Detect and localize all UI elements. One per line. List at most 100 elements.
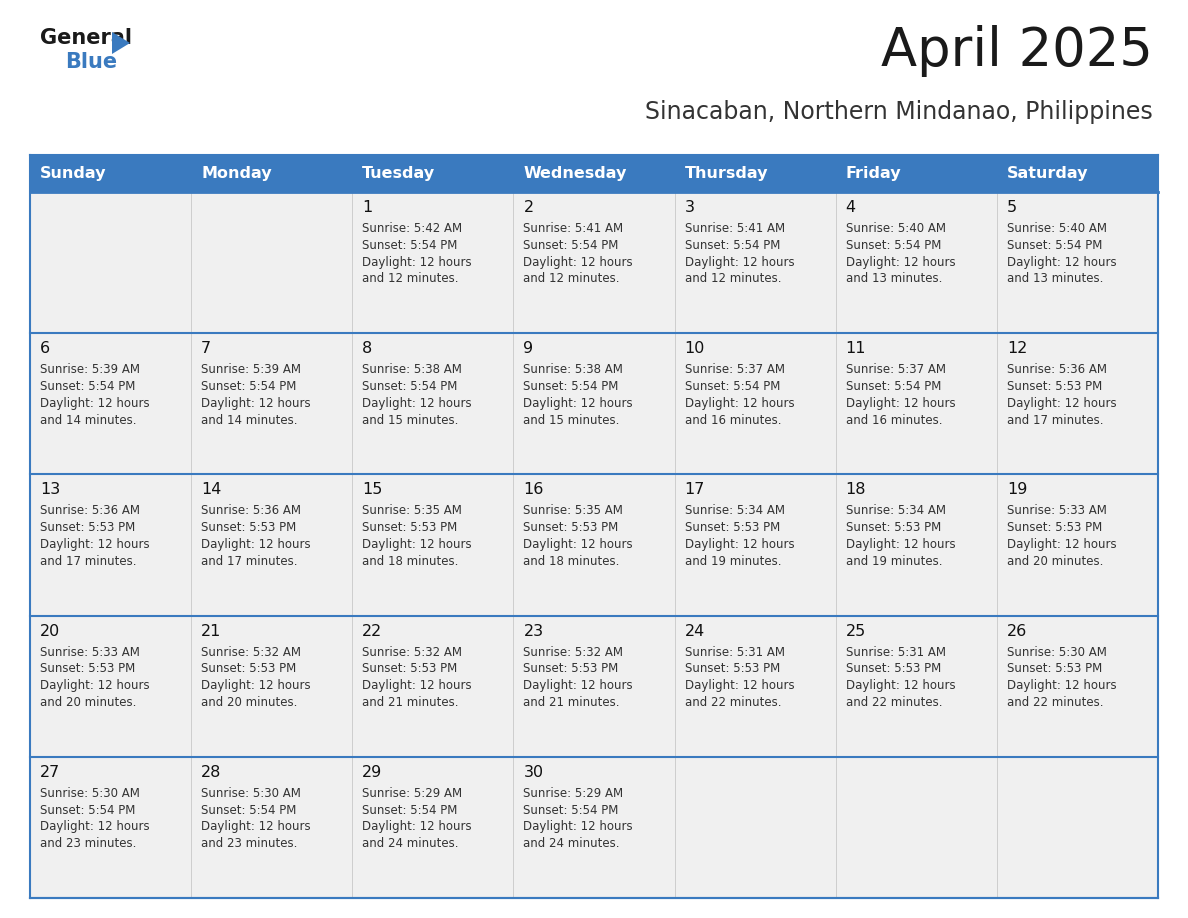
Text: and 19 minutes.: and 19 minutes. — [846, 554, 942, 568]
Text: 6: 6 — [40, 341, 50, 356]
Text: Daylight: 12 hours: Daylight: 12 hours — [524, 255, 633, 269]
Text: 27: 27 — [40, 765, 61, 779]
Text: and 18 minutes.: and 18 minutes. — [362, 554, 459, 568]
Text: 5: 5 — [1007, 200, 1017, 215]
Bar — [835, 475, 997, 616]
Bar — [191, 155, 353, 192]
Bar — [191, 475, 353, 616]
Text: Sunrise: 5:40 AM: Sunrise: 5:40 AM — [1007, 222, 1107, 235]
Text: and 15 minutes.: and 15 minutes. — [362, 414, 459, 427]
Text: and 12 minutes.: and 12 minutes. — [684, 273, 781, 285]
Bar — [353, 155, 513, 192]
Text: Sunrise: 5:37 AM: Sunrise: 5:37 AM — [684, 364, 784, 376]
Text: 8: 8 — [362, 341, 373, 356]
Text: Sunrise: 5:42 AM: Sunrise: 5:42 AM — [362, 222, 462, 235]
Text: Blue: Blue — [65, 52, 118, 72]
Text: Monday: Monday — [201, 166, 272, 181]
Text: and 22 minutes.: and 22 minutes. — [684, 696, 781, 709]
Text: Wednesday: Wednesday — [524, 166, 627, 181]
Text: Sunrise: 5:37 AM: Sunrise: 5:37 AM — [846, 364, 946, 376]
Text: and 19 minutes.: and 19 minutes. — [684, 554, 781, 568]
Text: Daylight: 12 hours: Daylight: 12 hours — [362, 538, 472, 551]
Text: and 22 minutes.: and 22 minutes. — [1007, 696, 1104, 709]
Bar — [513, 756, 675, 898]
Text: and 24 minutes.: and 24 minutes. — [524, 837, 620, 850]
Text: 21: 21 — [201, 623, 221, 639]
Text: and 20 minutes.: and 20 minutes. — [201, 696, 297, 709]
Text: Daylight: 12 hours: Daylight: 12 hours — [40, 397, 150, 409]
Text: 23: 23 — [524, 623, 544, 639]
Text: and 12 minutes.: and 12 minutes. — [524, 273, 620, 285]
Text: Sunrise: 5:31 AM: Sunrise: 5:31 AM — [684, 645, 784, 658]
Text: Daylight: 12 hours: Daylight: 12 hours — [846, 679, 955, 692]
Bar — [675, 756, 835, 898]
Text: and 15 minutes.: and 15 minutes. — [524, 414, 620, 427]
Bar — [997, 756, 1158, 898]
Bar — [191, 756, 353, 898]
Text: Sunset: 5:53 PM: Sunset: 5:53 PM — [40, 663, 135, 676]
Text: Sunrise: 5:30 AM: Sunrise: 5:30 AM — [1007, 645, 1107, 658]
Text: Tuesday: Tuesday — [362, 166, 436, 181]
Text: Sunrise: 5:38 AM: Sunrise: 5:38 AM — [362, 364, 462, 376]
Text: Sunrise: 5:29 AM: Sunrise: 5:29 AM — [524, 787, 624, 800]
Bar — [835, 333, 997, 475]
Text: Daylight: 12 hours: Daylight: 12 hours — [524, 397, 633, 409]
Bar — [835, 756, 997, 898]
Text: Sunset: 5:53 PM: Sunset: 5:53 PM — [1007, 521, 1102, 534]
Text: and 14 minutes.: and 14 minutes. — [40, 414, 137, 427]
Text: Sunset: 5:53 PM: Sunset: 5:53 PM — [362, 663, 457, 676]
Text: 26: 26 — [1007, 623, 1028, 639]
Text: Daylight: 12 hours: Daylight: 12 hours — [524, 538, 633, 551]
Bar — [675, 475, 835, 616]
Bar — [191, 333, 353, 475]
Bar — [675, 192, 835, 333]
Text: and 23 minutes.: and 23 minutes. — [201, 837, 297, 850]
Text: 2: 2 — [524, 200, 533, 215]
Text: Sunrise: 5:36 AM: Sunrise: 5:36 AM — [40, 504, 140, 518]
Text: Sunset: 5:53 PM: Sunset: 5:53 PM — [1007, 380, 1102, 393]
Text: Sunrise: 5:32 AM: Sunrise: 5:32 AM — [524, 645, 624, 658]
Text: Sunset: 5:54 PM: Sunset: 5:54 PM — [1007, 239, 1102, 252]
Text: Daylight: 12 hours: Daylight: 12 hours — [1007, 679, 1117, 692]
Text: Sunday: Sunday — [40, 166, 107, 181]
Bar — [997, 616, 1158, 756]
Text: Sunrise: 5:33 AM: Sunrise: 5:33 AM — [1007, 504, 1107, 518]
Text: Sunset: 5:53 PM: Sunset: 5:53 PM — [846, 663, 941, 676]
Text: Daylight: 12 hours: Daylight: 12 hours — [846, 255, 955, 269]
Text: and 17 minutes.: and 17 minutes. — [40, 554, 137, 568]
Text: Sunset: 5:53 PM: Sunset: 5:53 PM — [524, 663, 619, 676]
Text: and 22 minutes.: and 22 minutes. — [846, 696, 942, 709]
Text: Daylight: 12 hours: Daylight: 12 hours — [1007, 538, 1117, 551]
Text: Sunset: 5:54 PM: Sunset: 5:54 PM — [201, 380, 297, 393]
Text: Sunrise: 5:32 AM: Sunrise: 5:32 AM — [201, 645, 301, 658]
Text: 24: 24 — [684, 623, 704, 639]
Text: 3: 3 — [684, 200, 695, 215]
Bar — [30, 333, 191, 475]
Bar — [513, 475, 675, 616]
Text: 29: 29 — [362, 765, 383, 779]
Text: General: General — [40, 28, 132, 48]
Bar — [513, 192, 675, 333]
Polygon shape — [112, 32, 129, 54]
Text: Sunset: 5:54 PM: Sunset: 5:54 PM — [684, 380, 781, 393]
Text: Sunrise: 5:41 AM: Sunrise: 5:41 AM — [524, 222, 624, 235]
Bar — [30, 616, 191, 756]
Text: and 17 minutes.: and 17 minutes. — [1007, 414, 1104, 427]
Text: 7: 7 — [201, 341, 211, 356]
Bar — [353, 756, 513, 898]
Bar — [353, 333, 513, 475]
Text: 25: 25 — [846, 623, 866, 639]
Bar — [835, 616, 997, 756]
Bar — [30, 756, 191, 898]
Bar — [835, 155, 997, 192]
Text: Sunset: 5:53 PM: Sunset: 5:53 PM — [684, 521, 779, 534]
Text: 19: 19 — [1007, 482, 1028, 498]
Text: Daylight: 12 hours: Daylight: 12 hours — [846, 397, 955, 409]
Text: 17: 17 — [684, 482, 704, 498]
Bar — [30, 192, 191, 333]
Text: Daylight: 12 hours: Daylight: 12 hours — [1007, 397, 1117, 409]
Text: Sunrise: 5:32 AM: Sunrise: 5:32 AM — [362, 645, 462, 658]
Text: 10: 10 — [684, 341, 704, 356]
Text: Daylight: 12 hours: Daylight: 12 hours — [201, 821, 311, 834]
Text: Sinacaban, Northern Mindanao, Philippines: Sinacaban, Northern Mindanao, Philippine… — [645, 100, 1154, 124]
